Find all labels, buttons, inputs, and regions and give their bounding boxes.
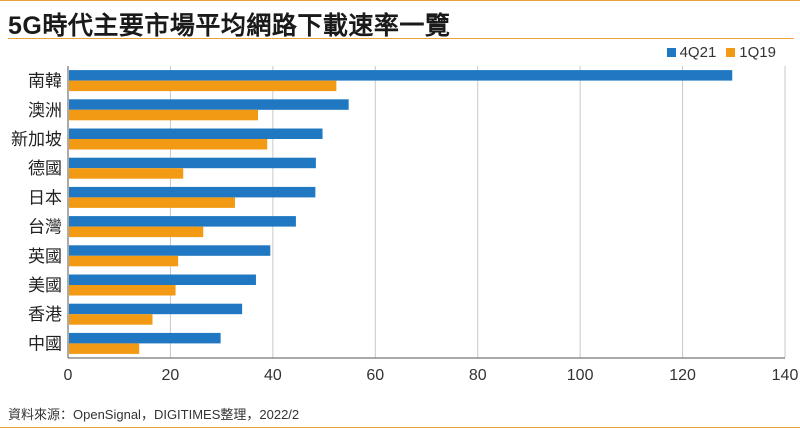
- x-tick-label: 140: [772, 367, 799, 384]
- category-label: 美國: [28, 276, 62, 295]
- bar-4q21: [69, 186, 316, 198]
- legend: 4Q21 1Q19: [657, 44, 776, 61]
- legend-item-4q21: 4Q21: [666, 44, 717, 61]
- bar-4q21: [69, 332, 221, 344]
- bar-4q21: [69, 99, 349, 110]
- x-tick-label: 40: [264, 367, 282, 384]
- bar-4q21: [69, 70, 733, 81]
- legend-item-1q19: 1Q19: [726, 44, 776, 61]
- bar-1q19: [69, 109, 259, 121]
- bar-1q19: [69, 343, 140, 354]
- x-tick-label: 60: [366, 367, 384, 384]
- category-label: 中國: [28, 334, 62, 353]
- category-label: 南韓: [28, 72, 62, 91]
- x-tick-label: 100: [567, 367, 594, 384]
- category-label: 新加坡: [11, 130, 62, 149]
- x-tick-label: 120: [669, 367, 696, 384]
- bar-1q19: [69, 285, 176, 296]
- bar-4q21: [69, 128, 323, 139]
- x-tick-label: 20: [162, 367, 180, 384]
- bar-4q21: [69, 216, 296, 227]
- bar-1q19: [69, 168, 184, 179]
- category-label: 英國: [28, 247, 62, 266]
- category-label: 日本: [28, 188, 62, 207]
- bar-1q19: [69, 197, 235, 208]
- bar-4q21: [69, 245, 271, 256]
- category-label: 台灣: [28, 218, 62, 237]
- bar-4q21: [69, 303, 243, 315]
- legend-label-4q21: 4Q21: [679, 44, 717, 61]
- category-label: 澳洲: [28, 101, 62, 120]
- source-note: 資料來源：OpenSignal，DIGITIMES整理，2022/2: [8, 407, 300, 422]
- bar-1q19: [69, 255, 179, 267]
- top-border: [0, 0, 800, 1]
- bar-1q19: [69, 226, 204, 238]
- category-label: 香港: [28, 305, 62, 324]
- legend-swatch-1q19: [726, 48, 736, 57]
- legend-swatch-4q21: [666, 48, 676, 57]
- bar-4q21: [69, 274, 256, 285]
- legend-label-1q19: 1Q19: [739, 44, 776, 61]
- x-tick-label: 0: [64, 367, 73, 384]
- chart-title: 5G時代主要市場平均網路下載速率一覽: [8, 12, 451, 40]
- bar-4q21: [69, 157, 316, 169]
- bar-1q19: [69, 80, 337, 92]
- category-label: 德國: [28, 159, 62, 178]
- bar-1q19: [69, 139, 268, 150]
- title-divider: [8, 38, 794, 39]
- x-tick-label: 80: [469, 367, 487, 384]
- bar-1q19: [69, 314, 153, 325]
